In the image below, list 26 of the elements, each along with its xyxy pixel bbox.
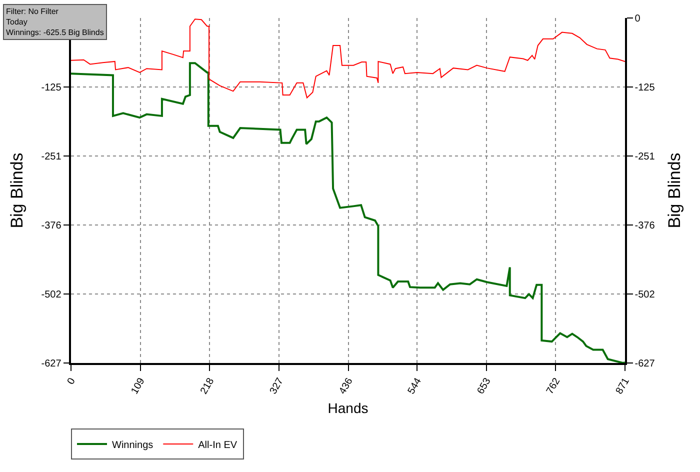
y2-tick-label: -627 [634,358,656,370]
x-tick-label: 871 [614,376,632,396]
x-axis-title: Hands [328,400,368,416]
y-tick-label: -125 [41,82,62,94]
y2-tick-label: -251 [634,152,656,163]
x-tick-label: 436 [337,376,356,396]
x-tick-label: 544 [406,376,424,396]
y2-tick-label: -502 [634,290,656,301]
y2-axis-title: Big Blinds [665,152,684,228]
y-tick-label: -502 [41,290,62,301]
legend-label: All-In EV [198,440,238,451]
y-tick-label: -251 [41,152,62,163]
legend-label: Winnings [112,440,154,451]
y-tick-label: -627 [41,358,62,370]
x-tick-label: 218 [198,376,217,396]
x-tick-label: 762 [544,376,563,396]
y2-tick-label: -125 [634,82,656,94]
x-tick-label: 653 [475,376,494,396]
y-tick-label: -376 [41,220,62,232]
x-tick-label: 327 [268,376,286,396]
x-tick-label: 109 [129,376,148,396]
y2-tick-label: -376 [634,220,656,232]
y-axis-title: Big Blinds [7,152,26,228]
annotation: Filter: No Filter Today Winnings: -625.5 Big Blinds [6,7,104,37]
x-tick-label: 0 [66,376,78,387]
y2-tick-label: 0 [634,14,641,24]
